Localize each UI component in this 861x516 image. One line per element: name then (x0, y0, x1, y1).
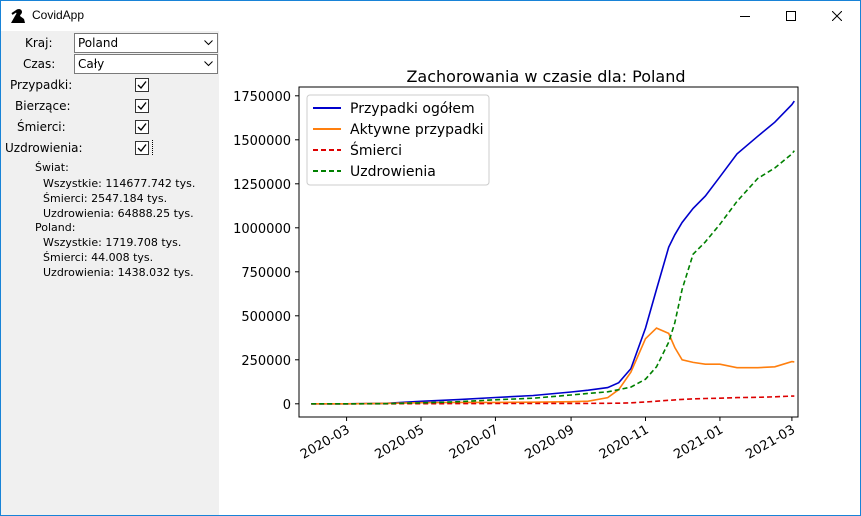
maximize-button[interactable] (768, 1, 814, 31)
series-line-0 (311, 100, 795, 405)
world-heading: Świat: (35, 161, 69, 174)
recovered-checkbox[interactable] (135, 141, 149, 155)
y-tick-label: 750000 (241, 266, 291, 281)
series-line-1 (311, 327, 795, 405)
active-checkbox-label: Bierzące: (15, 99, 71, 113)
deaths-checkbox-label: Śmierci: (17, 120, 66, 134)
legend-label: Uzdrowienia (350, 164, 436, 180)
deaths-checkbox[interactable] (135, 120, 149, 134)
recovered-checkbox-label: Uzdrowienia: (5, 141, 83, 155)
country-heading: Poland: (35, 221, 76, 234)
x-tick-label: 2020-11 (597, 422, 652, 462)
plot-area: Zachorowania w czasie dla: Poland 0 25000… (219, 31, 860, 515)
series-line-3 (311, 150, 795, 405)
series-line-2 (311, 395, 795, 405)
legend-label: Aktywne przypadki (350, 122, 483, 138)
time-select[interactable]: Cały (74, 54, 218, 74)
checkmark-icon (137, 144, 147, 153)
legend-label: Przypadki ogółem (350, 101, 475, 117)
y-tick-label: 0 (283, 398, 291, 413)
x-tick-label: 2020-07 (447, 422, 502, 462)
legend-label: Śmierci (350, 141, 402, 159)
cases-checkbox-label: Przypadki: (10, 78, 73, 92)
x-tick-label: 2020-05 (372, 422, 427, 462)
world-deaths: Śmierci: 2547.184 tys. (43, 192, 168, 205)
country-all: Wszystkie: 1719.708 tys. (43, 236, 182, 249)
world-all: Wszystkie: 114677.742 tys. (43, 177, 196, 190)
close-button[interactable] (814, 1, 860, 31)
checkmark-icon (137, 102, 147, 111)
x-tick-label: 2021-01 (671, 422, 726, 462)
country-deaths: Śmierci: 44.008 tys. (43, 251, 154, 264)
legend: Przypadki ogółem Aktywne przypadki Śmierci… (306, 94, 490, 186)
sidebar: Kraj: Poland Czas: Cały Przypadki: Bierz… (1, 31, 219, 515)
chevron-down-icon (204, 40, 213, 46)
focus-indicator (152, 140, 154, 155)
title-bar[interactable]: CovidApp (1, 1, 860, 31)
world-recovered: Uzdrowienia: 64888.25 tys. (43, 207, 194, 220)
checkmark-icon (137, 123, 147, 132)
x-tick-label: 2020-09 (523, 422, 578, 462)
checkmark-icon (137, 81, 147, 90)
close-icon (832, 11, 842, 21)
covid-chart: Zachorowania w czasie dla: Poland 0 25000… (233, 67, 799, 463)
y-tick-label: 500000 (241, 310, 291, 325)
x-tick-label: 2021-03 (743, 422, 798, 462)
country-label: Kraj: (25, 36, 53, 50)
time-select-value: Cały (78, 57, 105, 71)
active-checkbox[interactable] (135, 99, 149, 113)
axes-frame (298, 86, 799, 418)
window-title: CovidApp (32, 8, 85, 22)
y-tick-label: 1500000 (233, 134, 291, 149)
minimize-icon (740, 16, 750, 17)
time-label: Czas: (23, 57, 56, 71)
y-tick-label: 1250000 (233, 178, 291, 193)
legend-box (306, 94, 490, 186)
country-recovered: Uzdrowienia: 1438.032 tys. (43, 266, 194, 279)
chart-title: Zachorowania w czasie dla: Poland (406, 67, 685, 86)
chevron-down-icon (204, 61, 213, 67)
y-tick-label: 1750000 (233, 90, 291, 105)
y-tick-label: 1000000 (233, 222, 291, 237)
app-icon (9, 7, 27, 25)
country-select[interactable]: Poland (74, 33, 218, 53)
y-tick-label: 250000 (241, 354, 291, 369)
cases-checkbox[interactable] (135, 78, 149, 92)
minimize-button[interactable] (722, 1, 768, 31)
maximize-icon (786, 11, 796, 21)
country-select-value: Poland (78, 36, 119, 50)
x-tick-label: 2020-03 (298, 422, 353, 462)
